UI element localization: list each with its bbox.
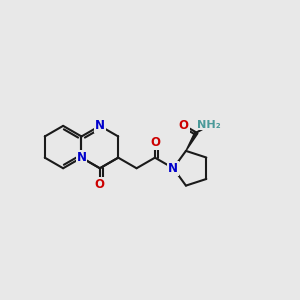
Text: NH₂: NH₂ xyxy=(197,120,221,130)
Text: N: N xyxy=(95,119,105,132)
Text: O: O xyxy=(179,119,189,132)
Polygon shape xyxy=(186,132,198,151)
Text: O: O xyxy=(150,136,160,149)
Text: N: N xyxy=(168,162,178,175)
Text: O: O xyxy=(95,178,105,191)
Text: N: N xyxy=(76,151,86,164)
